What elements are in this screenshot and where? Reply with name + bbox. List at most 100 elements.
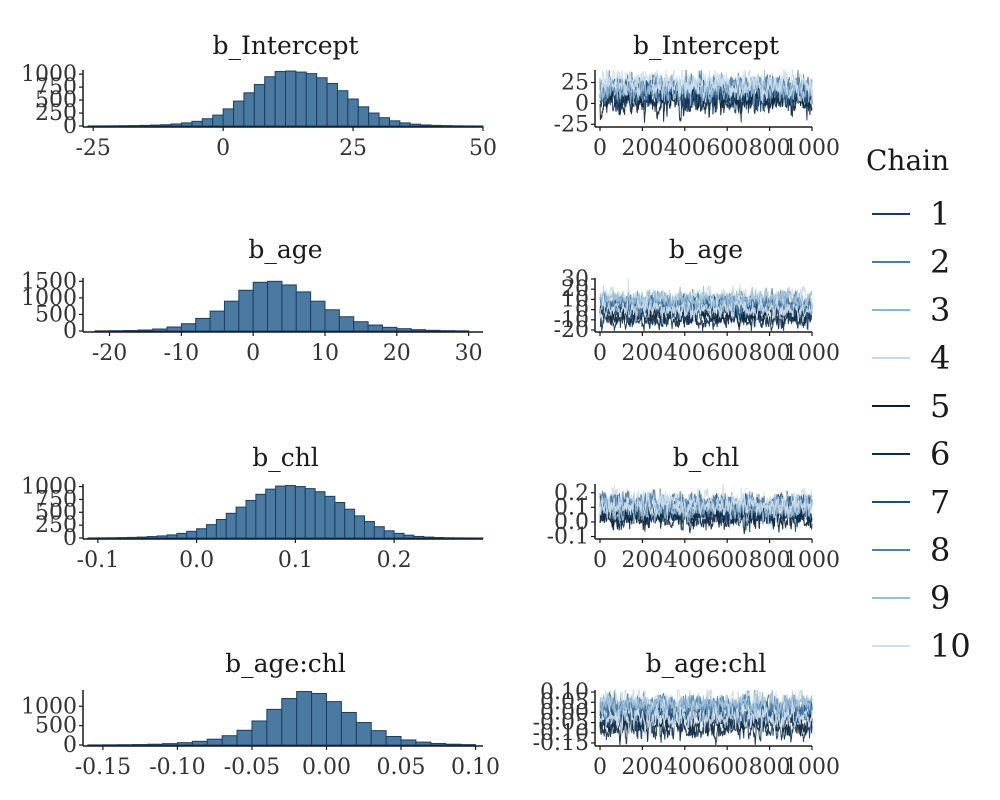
x-tick-label: 20	[383, 341, 411, 366]
x-tick-label: 200	[621, 341, 663, 366]
y-tick-label: -0.10	[533, 721, 589, 746]
histogram-bar	[400, 739, 417, 746]
x-tick-label: 800	[749, 548, 791, 573]
histogram-bar	[275, 485, 286, 539]
x-tick-label: 600	[706, 136, 748, 161]
x-tick-label: 0.00	[302, 755, 351, 780]
trace-lines	[599, 483, 813, 535]
x-tick-label: 800	[749, 755, 791, 780]
y-tick-label: 0	[63, 733, 77, 758]
histogram-bar	[196, 528, 207, 539]
legend-label: 5	[930, 387, 950, 425]
y-tick-label: -0.05	[533, 711, 589, 736]
x-tick-label: 800	[749, 341, 791, 366]
y-tick-label: 1000	[21, 475, 77, 500]
panel-title: b_age	[669, 235, 743, 264]
panel-title: b_chl	[252, 443, 319, 472]
histogram-bar	[201, 118, 214, 127]
y-tick-label: 1000	[21, 286, 77, 311]
histogram-bar	[403, 534, 415, 539]
histogram-bar	[393, 532, 405, 539]
panel-title: b_chl	[673, 443, 740, 472]
x-tick-label: 1000	[784, 136, 840, 161]
histogram-bar	[212, 114, 224, 127]
histogram-bar	[176, 742, 193, 746]
histogram-bar	[294, 486, 306, 539]
legend-label: 1	[930, 195, 950, 233]
histogram-bar	[166, 534, 178, 539]
histogram-bar	[430, 124, 442, 127]
histogram-bar	[340, 711, 357, 746]
histogram-bar	[324, 495, 336, 539]
histogram-bar	[255, 493, 267, 539]
histogram-bar	[176, 532, 188, 539]
y-tick-label: 1000	[21, 62, 77, 87]
histogram-bar	[191, 120, 203, 127]
y-tick-label: 250	[35, 101, 77, 126]
histogram-bar	[235, 506, 247, 539]
x-tick-label: -0.10	[149, 755, 205, 780]
histogram-bar	[347, 98, 359, 127]
legend-item-chain-4: 4	[872, 339, 950, 377]
y-tick-label: -0.1	[547, 525, 589, 550]
x-tick-label: 1000	[784, 341, 840, 366]
histogram-bar	[368, 112, 380, 127]
panel-title: b_Intercept	[633, 31, 779, 60]
y-tick-label: 0	[575, 91, 589, 116]
y-tick-label: 0.10	[540, 680, 589, 705]
histogram-bar	[367, 324, 383, 332]
trace-chain-10	[599, 69, 813, 104]
trace-chain-10	[599, 293, 813, 323]
histogram-bar	[353, 321, 369, 332]
y-tick-label: 20	[561, 277, 589, 302]
histogram-bar	[355, 722, 372, 746]
y-tick-label: 750	[35, 487, 77, 512]
legend-item-chain-7: 7	[872, 483, 950, 521]
legend-item-chain-10: 10	[872, 627, 971, 665]
trace-chain-6	[599, 306, 813, 332]
legend-title: Chain	[866, 144, 949, 177]
histogram-bar	[285, 70, 297, 127]
legend-item-chain-8: 8	[872, 531, 950, 569]
x-tick-label: 600	[706, 548, 748, 573]
histogram-bar	[364, 521, 375, 539]
histogram-bars	[87, 691, 477, 746]
histogram-bar	[191, 740, 208, 746]
x-tick-label: 30	[455, 341, 483, 366]
y-tick-label: 0.00	[540, 700, 589, 725]
histogram-bar	[385, 735, 402, 746]
histogram-bar	[378, 117, 390, 127]
x-tick-label: 0.10	[451, 755, 500, 780]
legend-label: 7	[930, 483, 950, 521]
histogram-bars	[87, 70, 484, 127]
histogram-bar	[285, 485, 296, 539]
y-tick-label: 250	[35, 513, 77, 538]
histogram-bar	[430, 742, 447, 746]
histogram-bar	[357, 106, 370, 127]
histogram-bar	[156, 535, 168, 539]
histogram-bar	[274, 71, 286, 127]
panel-title: b_age:chl	[646, 649, 767, 678]
panel-title: b_Intercept	[212, 31, 358, 60]
histogram-bar	[221, 735, 238, 746]
histogram-bar	[223, 300, 240, 332]
x-tick-label: 200	[621, 548, 663, 573]
x-tick-label: 400	[664, 341, 706, 366]
histogram-bar	[137, 329, 154, 332]
histogram-bar	[296, 691, 313, 746]
y-tick-label: 500	[35, 88, 77, 113]
histogram-bar	[180, 323, 197, 332]
histogram-bar	[305, 73, 318, 127]
x-tick-label: 1000	[784, 755, 840, 780]
histogram-bar	[420, 124, 432, 127]
y-tick-label: 500	[35, 302, 77, 327]
histogram-bars	[87, 485, 484, 539]
legend-label: 6	[930, 435, 950, 473]
x-tick-label: -0.05	[224, 755, 280, 780]
legend-item-chain-5: 5	[872, 387, 950, 425]
y-tick-label: -0.15	[533, 731, 589, 756]
